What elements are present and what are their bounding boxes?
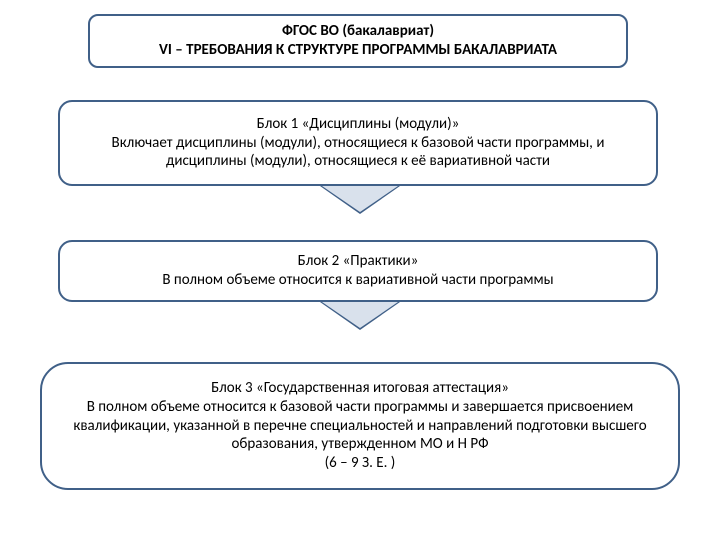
box-block1-line: Включает дисциплины (модули), относящиес… bbox=[78, 134, 638, 172]
box-block1-line: Блок 1 «Дисциплины (модули)» bbox=[78, 115, 638, 134]
box-block3-line: (6 – 9 З. Е. ) bbox=[60, 454, 660, 473]
box-block3: Блок 3 «Государственная итоговая аттеста… bbox=[40, 362, 680, 490]
box-block2-line: Блок 2 «Практики» bbox=[78, 252, 638, 271]
box-block1: Блок 1 «Дисциплины (модули)»Включает дис… bbox=[58, 100, 658, 186]
connector-0-fill bbox=[322, 186, 398, 212]
box-header-line: ФГОС ВО (бакалавриат) bbox=[108, 22, 608, 41]
box-header: ФГОС ВО (бакалавриат)VI – ТРЕБОВАНИЯ К С… bbox=[88, 14, 628, 68]
box-header-line: VI – ТРЕБОВАНИЯ К СТРУКТУРЕ ПРОГРАММЫ БА… bbox=[108, 41, 608, 60]
box-block3-line: В полном объеме относится к базовой част… bbox=[60, 398, 660, 454]
connector-1-fill bbox=[322, 302, 398, 328]
box-block2-line: В полном объеме относится к вариативной … bbox=[78, 271, 638, 290]
box-block2: Блок 2 «Практики»В полном объеме относит… bbox=[58, 240, 658, 302]
box-block3-line: Блок 3 «Государственная итоговая аттеста… bbox=[60, 379, 660, 398]
